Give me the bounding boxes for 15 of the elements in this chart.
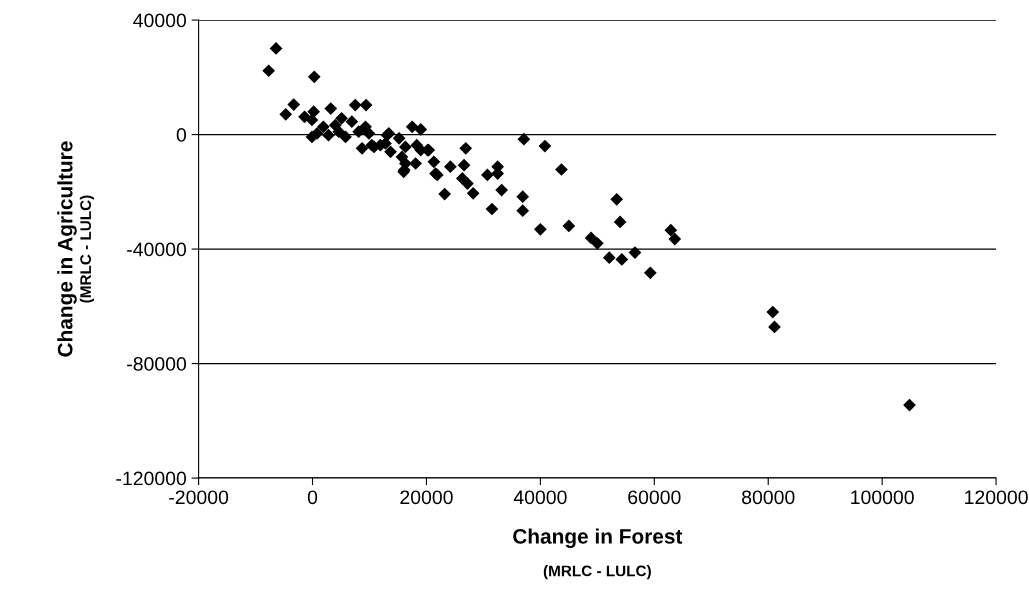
x-axis-title: Change in Forest (MRLC - LULC) (513, 528, 683, 580)
x-tick-label: 40000 (513, 490, 567, 505)
x-tick-label: -20000 (169, 490, 229, 505)
x-tick-label: 80000 (742, 490, 795, 505)
y-axis-title: Change in Agriculture (MRLC - LULC) (57, 141, 95, 357)
y-tick-label: -40000 (127, 242, 187, 257)
x-tick-label: 60000 (628, 490, 681, 505)
y-tick-label: -80000 (127, 357, 187, 371)
y-tick-label: 40000 (133, 13, 187, 28)
y-tick-label: -120000 (116, 471, 187, 486)
x-tick-label: 120000 (965, 490, 1028, 505)
x-tick-label: 20000 (400, 490, 453, 505)
x-tick-label: 0 (307, 490, 318, 505)
y-tick-label: 0 (176, 128, 187, 142)
x-tick-label: 100000 (851, 490, 914, 505)
